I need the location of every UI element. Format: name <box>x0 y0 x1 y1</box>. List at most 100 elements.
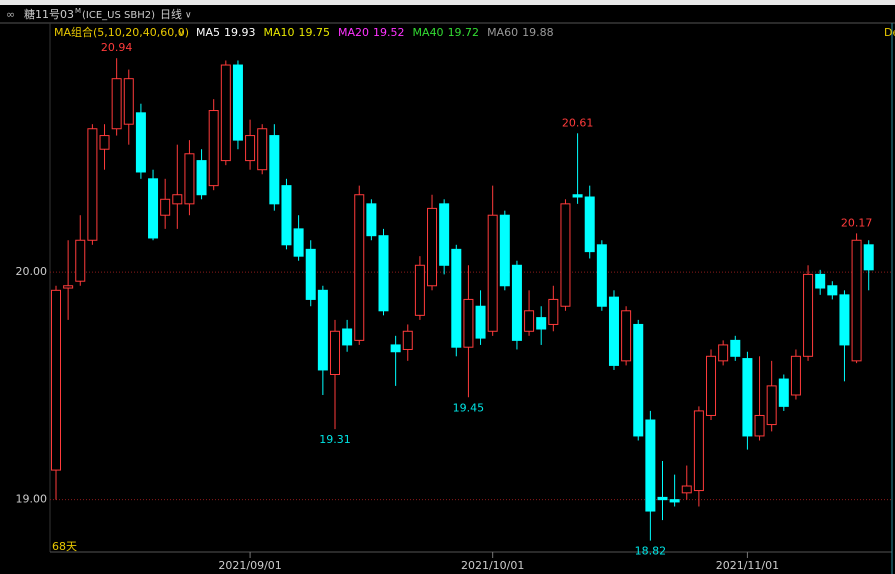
candle-body <box>645 419 656 512</box>
period: 日线 <box>160 7 182 21</box>
candle-body <box>354 194 365 341</box>
candle-body <box>863 244 874 271</box>
extreme-label: 19.45 <box>453 401 485 414</box>
legend-value: 19.52 <box>373 26 405 39</box>
candle-body <box>232 64 243 141</box>
candle-body <box>851 239 862 362</box>
candle-body <box>220 64 231 162</box>
period-dropdown[interactable]: ∨ <box>185 11 192 21</box>
extreme-label: 18.82 <box>635 545 667 558</box>
legend-name: MA20 <box>338 26 369 39</box>
candle-body <box>766 385 777 426</box>
link-icon: ∞ <box>6 8 15 21</box>
candle-body <box>148 178 159 239</box>
candle-body <box>160 198 171 216</box>
candle-body <box>560 203 571 307</box>
y-tick-label: 19.00 <box>16 493 48 506</box>
candle-body <box>718 344 729 362</box>
candle-body <box>524 310 535 332</box>
legend-name: MA40 <box>413 26 444 39</box>
candle-body <box>839 294 850 346</box>
candle-body <box>463 298 474 348</box>
title-sup: M <box>75 7 81 15</box>
legend-name: MA10 <box>264 26 295 39</box>
candle-body <box>584 196 595 253</box>
candle-body <box>499 214 510 287</box>
candle-body <box>706 355 717 416</box>
days-label: 68天 <box>52 540 77 553</box>
candle-body <box>451 248 462 348</box>
candle-body <box>245 135 256 162</box>
legend-value: 19.88 <box>522 26 554 39</box>
candle-body <box>293 228 304 257</box>
candle-body <box>196 160 207 196</box>
candle-body <box>475 305 486 339</box>
candle-body <box>329 330 340 376</box>
candle-body <box>257 128 268 171</box>
legend-value: 19.75 <box>299 26 331 39</box>
candle-body <box>75 239 86 282</box>
extreme-label: 20.17 <box>841 216 873 229</box>
title: 糖11号03 <box>24 7 74 21</box>
candle-body <box>342 328 353 346</box>
candle-body <box>790 355 801 396</box>
extreme-label: 20.61 <box>562 116 594 129</box>
candle-body <box>536 317 547 330</box>
candle-body <box>281 185 292 246</box>
candle-body <box>402 330 413 350</box>
candle-body <box>596 244 607 307</box>
x-tick-label: 2021/11/01 <box>716 559 779 572</box>
candle-body <box>269 135 280 205</box>
extreme-label: 19.31 <box>319 433 351 446</box>
candle-body <box>778 378 789 407</box>
candle-body <box>657 496 668 501</box>
candle-body <box>378 235 389 312</box>
candle-body <box>172 194 183 205</box>
legend-name: MA5 <box>196 26 220 39</box>
candle-body <box>63 285 74 289</box>
candle-body <box>366 203 377 237</box>
candle-body <box>742 358 753 437</box>
candle-body <box>693 410 704 492</box>
candle-body <box>305 248 316 300</box>
candle-body <box>572 194 583 198</box>
candle-body <box>414 264 425 316</box>
candle-body <box>681 485 692 494</box>
candle-body <box>608 296 619 366</box>
candle-body <box>511 264 522 341</box>
candle-body <box>621 310 632 362</box>
indicator-group[interactable]: MA组合(5,10,20,40,60,0) <box>54 25 189 39</box>
top-strip <box>0 0 895 5</box>
right-label: De <box>884 26 895 39</box>
extreme-label: 20.94 <box>101 41 133 54</box>
candle-body <box>184 153 195 205</box>
candle-body <box>51 289 61 471</box>
candle-body <box>548 298 559 325</box>
legend-name: MA60 <box>487 26 518 39</box>
candle-body <box>111 78 122 130</box>
candle-body <box>135 112 146 173</box>
candle-body <box>99 135 110 150</box>
candle-body <box>633 323 644 437</box>
candle-body <box>427 207 438 287</box>
y-tick-label: 20.00 <box>16 265 48 278</box>
candle-body <box>390 344 401 353</box>
symbol: (ICE_US SBH2) <box>82 10 155 21</box>
candle-body <box>827 285 838 296</box>
candle-body <box>487 214 498 332</box>
x-tick-label: 2021/09/01 <box>218 559 281 572</box>
candle-body <box>439 203 450 266</box>
candle-body <box>730 339 741 357</box>
candle-body <box>803 273 814 357</box>
candle-body <box>754 414 765 437</box>
candle-body <box>123 78 134 125</box>
candle-body <box>669 499 680 503</box>
legend-value: 19.93 <box>224 26 256 39</box>
candle-body <box>208 110 219 187</box>
candle-body <box>815 273 826 289</box>
indicator-dropdown[interactable]: ∨ <box>178 29 185 39</box>
candle-body <box>317 289 328 371</box>
legend-value: 19.72 <box>448 26 480 39</box>
candle-body <box>87 128 98 241</box>
